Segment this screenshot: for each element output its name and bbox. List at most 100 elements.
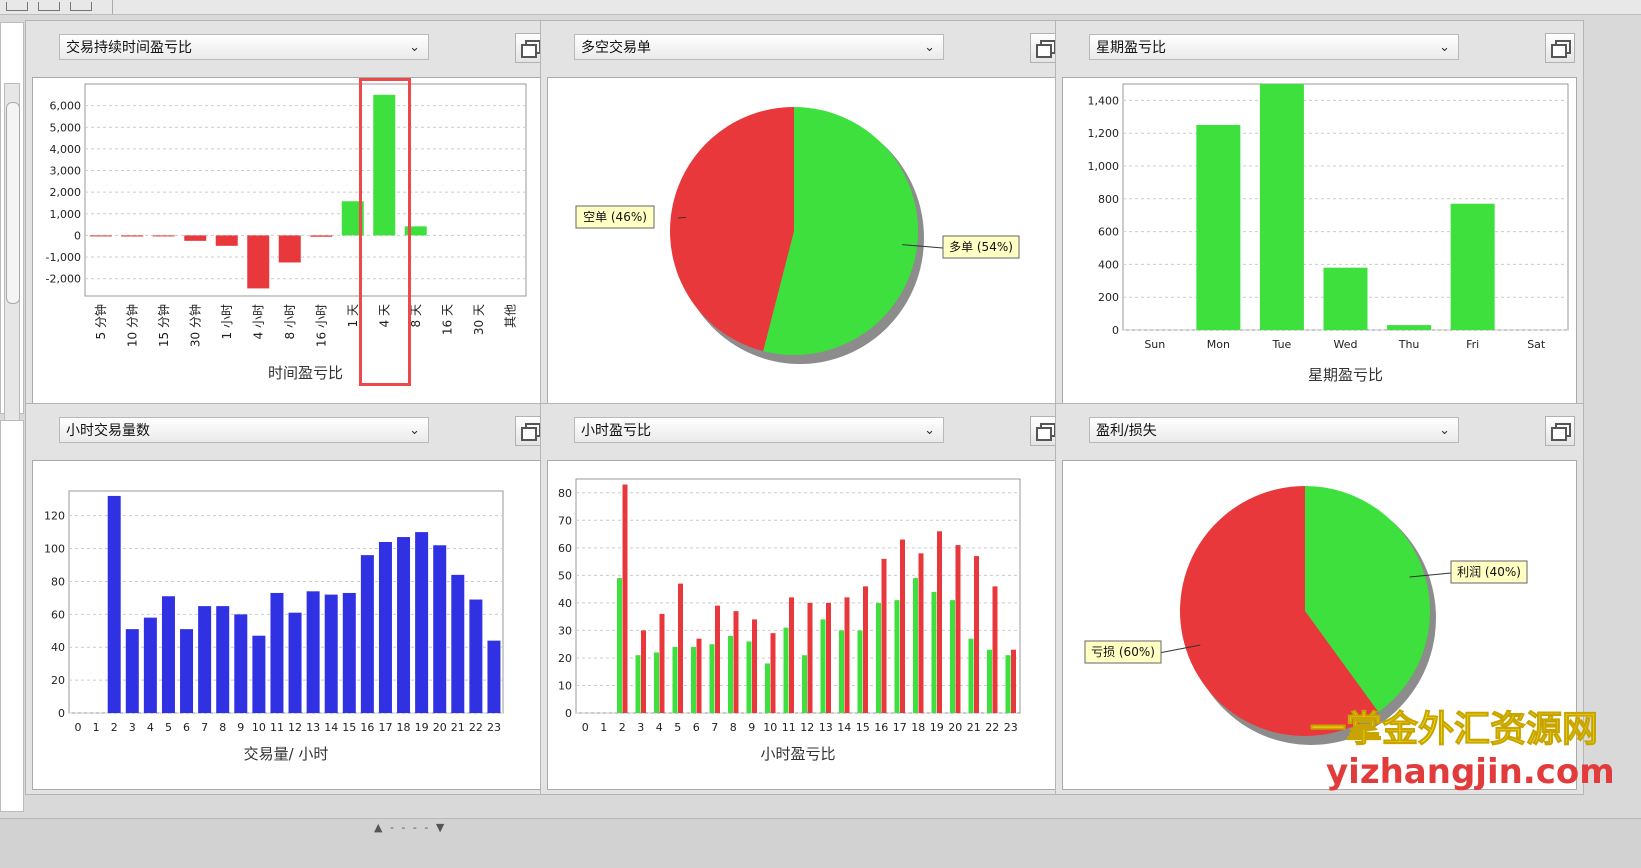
x-tick-label: 16 — [874, 721, 888, 734]
y-tick-label: 6,000 — [50, 100, 82, 113]
bar — [937, 531, 942, 713]
bar — [844, 597, 850, 713]
bar — [728, 635, 733, 713]
x-tick-label: 5 — [165, 721, 172, 734]
bar — [215, 235, 238, 246]
x-tick-label: 7 — [711, 721, 718, 734]
bar — [765, 663, 770, 713]
select-label: 小时交易量数 — [66, 423, 150, 439]
bar — [696, 638, 702, 713]
bar — [1323, 267, 1368, 330]
x-tick-label: 5 — [674, 721, 681, 734]
y-tick-label: 50 — [558, 569, 572, 582]
bar — [404, 226, 427, 236]
scrollbar-thumb[interactable] — [6, 102, 20, 304]
x-tick-label: 16 — [360, 721, 374, 734]
weekday-bar-chart: 0 200 400 600 800 1,000 1,200 1,400 Sun Mon Tue Wed… — [1088, 83, 1569, 384]
x-tick-label: 10 分钟 — [124, 304, 139, 347]
bar — [310, 235, 333, 237]
bar — [746, 641, 752, 713]
x-tick-label: 2 — [111, 721, 118, 734]
y-tick-label: 0 — [1112, 324, 1119, 337]
panel-profit-loss: 盈利/损失 ⌄ 利润 (40%) 亏损 (60%) — [1055, 403, 1584, 795]
y-tick-label: 40 — [558, 597, 572, 610]
chart-area: 多单 (54%) 空单 (46%) — [547, 77, 1062, 407]
x-tick-label: 18 — [397, 721, 411, 734]
bar — [839, 630, 844, 713]
x-tick-label: 19 — [415, 721, 429, 734]
bar — [931, 591, 937, 713]
x-tick-label: 18 — [911, 721, 925, 734]
watermark-title: 一掌金外汇资源网 — [1309, 709, 1599, 751]
label-leader — [902, 244, 944, 249]
bar — [373, 94, 396, 236]
chevron-down-icon: ⌄ — [924, 423, 935, 438]
bar — [252, 635, 266, 713]
x-tick-label: 4 小时 — [251, 304, 265, 339]
x-tick-label: Sun — [1144, 338, 1165, 351]
x-tick-label: 21 — [451, 721, 465, 734]
x-tick-label: 8 — [219, 721, 226, 734]
bar — [487, 640, 501, 713]
bar — [876, 602, 881, 713]
bar — [288, 612, 302, 713]
x-tick-label: 其他 — [503, 304, 517, 328]
bar — [433, 545, 447, 713]
slice-label: 亏损 (60%) — [1091, 645, 1155, 659]
x-tick-label: 21 — [967, 721, 981, 734]
y-tick-label: -2,000 — [46, 273, 81, 286]
y-tick-label: 2,000 — [50, 186, 82, 199]
y-tick-label: 40 — [51, 641, 65, 654]
toolbar-buttons[interactable] — [0, 0, 113, 14]
chart-type-select[interactable]: 多空交易单 ⌄ — [574, 34, 944, 60]
bar — [451, 574, 465, 713]
x-tick-label: 22 — [985, 721, 999, 734]
bar — [955, 545, 961, 713]
y-tick-label: 20 — [558, 652, 572, 665]
maximize-button[interactable] — [1545, 33, 1575, 63]
chart-type-select[interactable]: 盈利/损失 ⌄ — [1089, 417, 1459, 443]
x-tick-label: Tue — [1272, 338, 1292, 351]
x-tick-label: 4 天 — [377, 304, 391, 327]
bar — [820, 619, 826, 713]
bar — [789, 597, 794, 713]
bar — [987, 649, 992, 713]
x-tick-label: 1 — [93, 721, 100, 734]
bar — [691, 646, 696, 713]
bar — [913, 578, 918, 713]
label-box — [942, 235, 1020, 259]
window-copy-icon-front — [1551, 427, 1567, 441]
bar — [341, 201, 364, 236]
x-tick-label: 15 — [342, 721, 356, 734]
label-leader — [1158, 644, 1201, 654]
bar — [672, 646, 678, 713]
y-tick-label: 1,000 — [1088, 160, 1120, 173]
y-tick-label: 600 — [1098, 226, 1119, 239]
chart-type-select[interactable]: 小时盈亏比 ⌄ — [574, 417, 944, 443]
x-tick-label: 23 — [1004, 721, 1018, 734]
chart-type-select[interactable]: 星期盈亏比 ⌄ — [1089, 34, 1459, 60]
panel-hourly-pnl: 小时盈亏比 ⌄ 0 10 20 30 40 50 60 70 80 0 1 2 3 4 5 6 7 8 9 10 11 12… — [540, 403, 1069, 795]
x-tick-label: Wed — [1334, 338, 1358, 351]
x-tick-label: 12 — [800, 721, 814, 734]
x-tick-label: 0 — [75, 721, 82, 734]
bar — [857, 630, 863, 713]
maximize-button[interactable] — [1545, 416, 1575, 446]
chart-type-select[interactable]: 交易持续时间盈亏比 ⌄ — [59, 34, 429, 60]
x-tick-label: 16 小时 — [314, 304, 328, 347]
bar — [270, 592, 284, 713]
x-tick-label: 1 — [600, 721, 607, 734]
x-tick-label: 6 — [693, 721, 700, 734]
y-tick-label: 100 — [44, 543, 65, 556]
x-axis-title: 交易量/ 小时 — [244, 745, 329, 763]
vertical-scrollbar[interactable] — [4, 83, 20, 429]
slice-label: 利润 (40%) — [1457, 565, 1521, 579]
chart-area: 0 200 400 600 800 1,000 1,200 1,400 Sun Mon Tue Wed… — [1062, 77, 1577, 407]
splitter-grip[interactable]: ▲ - - - - ▼ — [374, 821, 447, 834]
bar — [826, 602, 831, 713]
select-label: 盈利/损失 — [1096, 423, 1157, 439]
x-tick-label: 20 — [433, 721, 447, 734]
bar — [360, 555, 374, 713]
x-tick-label: 1 小时 — [220, 304, 234, 339]
chart-type-select[interactable]: 小时交易量数 ⌄ — [59, 417, 429, 443]
